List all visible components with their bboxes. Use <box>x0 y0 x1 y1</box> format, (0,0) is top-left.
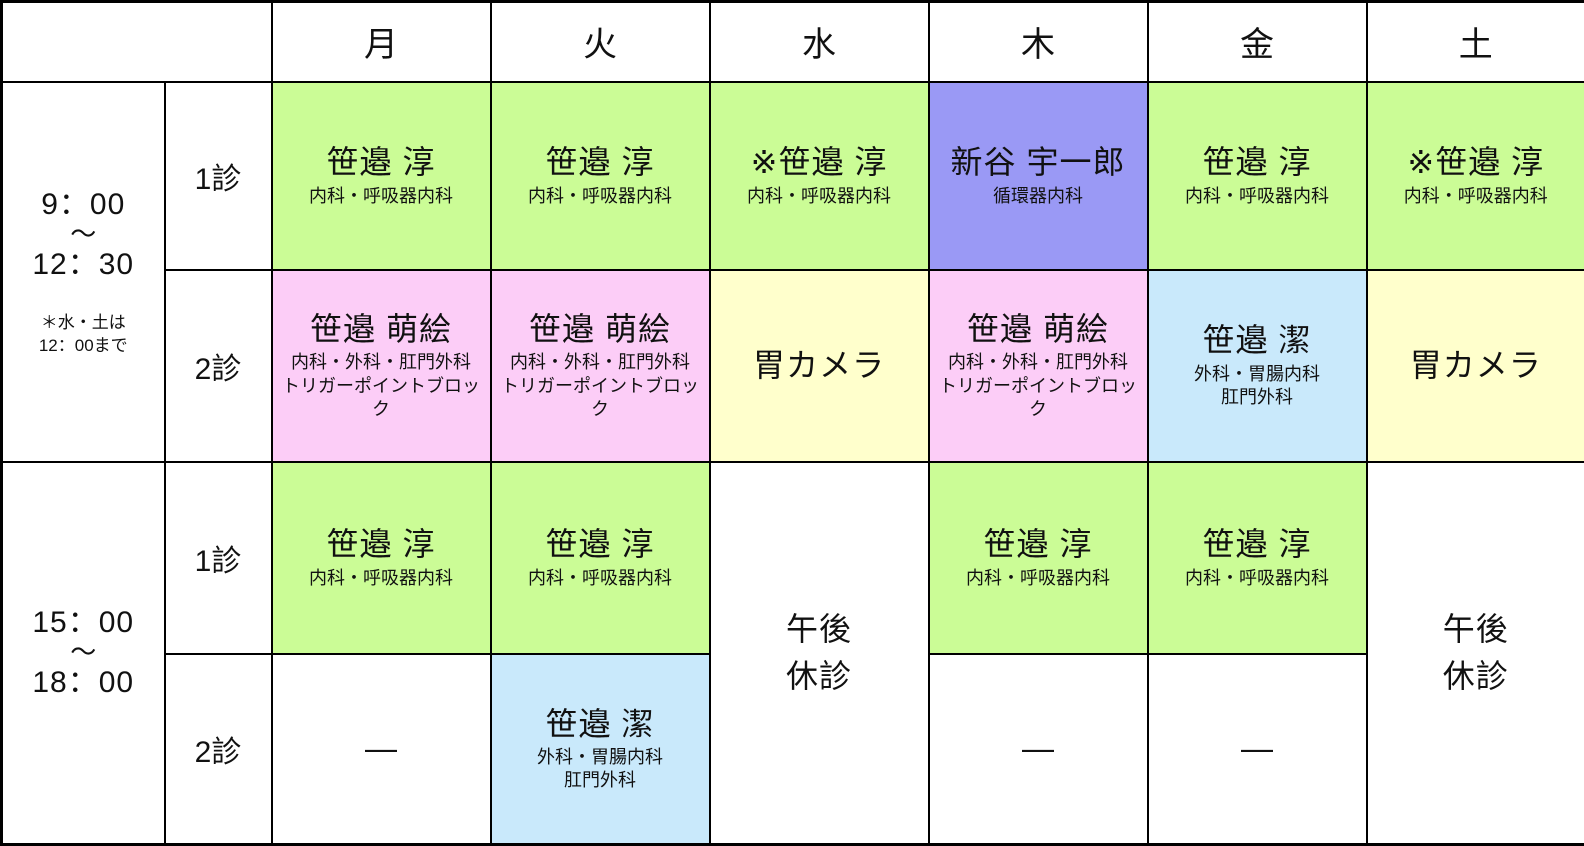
cell-tue-pm-room1: 笹邉 淳 内科・呼吸器内科 <box>491 462 710 654</box>
procedure-label: 胃カメラ <box>713 346 926 384</box>
cell-tue-am-room2: 笹邉 萌絵 内科・外科・肛門外科 トリガーポイントブロック <box>491 270 710 462</box>
morning-room2-label: 2診 <box>165 270 272 462</box>
cell-sat-am-room1: ※笹邉 淳 内科・呼吸器内科 <box>1367 82 1584 270</box>
department: 外科・胃腸内科 肛門外科 <box>494 746 707 793</box>
department: 内科・呼吸器内科 <box>494 567 707 590</box>
cell-fri-pm-room1: 笹邉 淳 内科・呼吸器内科 <box>1148 462 1367 654</box>
no-doctor-dash: ― <box>275 730 488 767</box>
day-header-mon: 月 <box>272 2 491 82</box>
cell-mon-pm-room2: ― <box>272 654 491 845</box>
corner-cell <box>2 2 272 82</box>
day-header-thu: 木 <box>929 2 1148 82</box>
doctor-name: 笹邉 淳 <box>494 525 707 563</box>
cell-fri-am-room1: 笹邉 淳 内科・呼吸器内科 <box>1148 82 1367 270</box>
doctor-name: 笹邉 潔 <box>1151 321 1364 359</box>
doctor-name: 笹邉 潔 <box>494 705 707 743</box>
doctor-name: 笹邉 淳 <box>275 143 488 181</box>
doctor-name: ※笹邉 淳 <box>1370 143 1583 181</box>
cell-thu-pm-room1: 笹邉 淳 内科・呼吸器内科 <box>929 462 1148 654</box>
cell-fri-pm-room2: ― <box>1148 654 1367 845</box>
doctor-name: 笹邉 萌絵 <box>932 310 1145 348</box>
department: 内科・呼吸器内科 <box>1370 185 1583 208</box>
cell-wed-am-room1: ※笹邉 淳 内科・呼吸器内科 <box>710 82 929 270</box>
doctor-name: 笹邉 萌絵 <box>494 310 707 348</box>
day-header-fri: 金 <box>1148 2 1367 82</box>
department: 内科・外科・肛門外科 トリガーポイントブロック <box>494 351 707 421</box>
morning-room1-row: 9：00 ～ 12：30 ＊水・土は 12：00まで 1診 笹邉 淳 内科・呼吸… <box>2 82 1584 270</box>
morning-room2-row: 2診 笹邉 萌絵 内科・外科・肛門外科 トリガーポイントブロック 笹邉 萌絵 内… <box>2 270 1584 462</box>
cell-thu-pm-room2: ― <box>929 654 1148 845</box>
afternoon-closed-label: 午後 休診 <box>713 606 926 699</box>
cell-thu-am-room1: 新谷 宇一郎 循環器内科 <box>929 82 1148 270</box>
cell-mon-am-room1: 笹邉 淳 内科・呼吸器内科 <box>272 82 491 270</box>
doctor-name: 新谷 宇一郎 <box>932 143 1145 181</box>
department: 内科・外科・肛門外科 トリガーポイントブロック <box>275 351 488 421</box>
department: 内科・呼吸器内科 <box>494 185 707 208</box>
cell-sat-am-room2: 胃カメラ <box>1367 270 1584 462</box>
day-header-wed: 水 <box>710 2 929 82</box>
department: 内科・呼吸器内科 <box>1151 567 1364 590</box>
day-header-sat: 土 <box>1367 2 1584 82</box>
doctor-name: 笹邉 淳 <box>1151 525 1364 563</box>
department: 内科・呼吸器内科 <box>1151 185 1364 208</box>
morning-end-time: 12：30 <box>5 245 162 284</box>
doctor-name: 笹邉 淳 <box>932 525 1145 563</box>
cell-fri-am-room2: 笹邉 潔 外科・胃腸内科 肛門外科 <box>1148 270 1367 462</box>
morning-time-tilde: ～ <box>5 224 162 245</box>
cell-wed-pm-closed: 午後 休診 <box>710 462 929 845</box>
doctor-name: 笹邉 淳 <box>275 525 488 563</box>
department: 内科・呼吸器内科 <box>932 567 1145 590</box>
cell-mon-pm-room1: 笹邉 淳 内科・呼吸器内科 <box>272 462 491 654</box>
day-header-tue: 火 <box>491 2 710 82</box>
doctor-name: 笹邉 萌絵 <box>275 310 488 348</box>
header-row: 月 火 水 木 金 土 <box>2 2 1584 82</box>
department: 外科・胃腸内科 肛門外科 <box>1151 363 1364 410</box>
cell-wed-am-room2: 胃カメラ <box>710 270 929 462</box>
afternoon-time-cell: 15：00 ～ 18：00 <box>2 462 165 845</box>
procedure-label: 胃カメラ <box>1370 346 1583 384</box>
cell-sat-pm-closed: 午後 休診 <box>1367 462 1584 845</box>
afternoon-closed-label: 午後 休診 <box>1370 606 1583 699</box>
morning-time-note: ＊水・土は 12：00まで <box>5 312 162 358</box>
cell-mon-am-room2: 笹邉 萌絵 内科・外科・肛門外科 トリガーポイントブロック <box>272 270 491 462</box>
department: 内科・呼吸器内科 <box>275 567 488 590</box>
afternoon-room1-row: 15：00 ～ 18：00 1診 笹邉 淳 内科・呼吸器内科 笹邉 淳 内科・呼… <box>2 462 1584 654</box>
no-doctor-dash: ― <box>932 730 1145 767</box>
cell-tue-am-room1: 笹邉 淳 内科・呼吸器内科 <box>491 82 710 270</box>
morning-room1-label: 1診 <box>165 82 272 270</box>
doctor-name: 笹邉 淳 <box>494 143 707 181</box>
doctor-name: 笹邉 淳 <box>1151 143 1364 181</box>
morning-time-cell: 9：00 ～ 12：30 ＊水・土は 12：00まで <box>2 82 165 462</box>
department: 内科・呼吸器内科 <box>275 185 488 208</box>
afternoon-time-tilde: ～ <box>5 642 162 663</box>
doctor-name: ※笹邉 淳 <box>713 143 926 181</box>
department: 内科・外科・肛門外科 トリガーポイントブロック <box>932 351 1145 421</box>
cell-thu-am-room2: 笹邉 萌絵 内科・外科・肛門外科 トリガーポイントブロック <box>929 270 1148 462</box>
department: 内科・呼吸器内科 <box>713 185 926 208</box>
no-doctor-dash: ― <box>1151 730 1364 767</box>
afternoon-room2-label: 2診 <box>165 654 272 845</box>
cell-tue-pm-room2: 笹邉 潔 外科・胃腸内科 肛門外科 <box>491 654 710 845</box>
afternoon-end-time: 18：00 <box>5 663 162 702</box>
department: 循環器内科 <box>932 185 1145 208</box>
afternoon-room1-label: 1診 <box>165 462 272 654</box>
